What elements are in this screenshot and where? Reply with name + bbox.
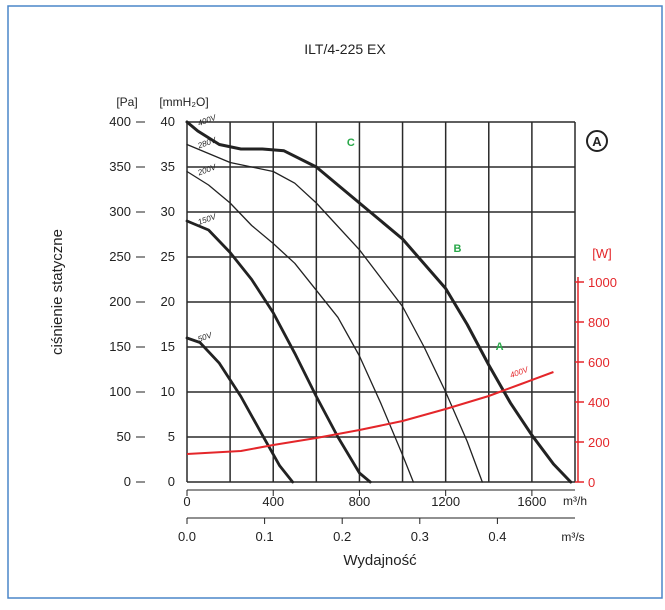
- x-tick-m3s-label: 0.2: [333, 529, 351, 544]
- y-tick-mmh2o-label: 35: [161, 159, 175, 174]
- badge-letter: A: [592, 134, 602, 149]
- x-unit-m3s: m³/s: [561, 530, 584, 544]
- y-tick-pa-label: 200: [109, 294, 131, 309]
- power-unit: [W]: [592, 246, 612, 261]
- curve-200v: [186, 170, 414, 483]
- y-tick-mmh2o-label: 40: [161, 114, 175, 129]
- power-tick-label: 400: [588, 395, 610, 410]
- operating-point-a: A: [496, 341, 504, 353]
- chart-title: ILT/4-225 EX: [304, 41, 386, 57]
- y-tick-pa-label: 50: [117, 429, 131, 444]
- plot-layer: 0501001502002503003504000510152025303540…: [109, 113, 617, 544]
- power-tick-label: 600: [588, 355, 610, 370]
- y-tick-mmh2o-label: 20: [161, 294, 175, 309]
- y-axis-label: ciśnienie statyczne: [49, 229, 66, 355]
- x-tick-m3h-label: 800: [349, 494, 371, 509]
- operating-point-c: C: [347, 137, 355, 149]
- x-tick-m3s-label: 0.3: [411, 529, 429, 544]
- y-tick-pa-label: 300: [109, 204, 131, 219]
- y-tick-mmh2o-label: 25: [161, 249, 175, 264]
- x-tick-m3s-label: 0.1: [256, 529, 274, 544]
- power-curve: [186, 371, 554, 455]
- operating-point-b: B: [454, 243, 462, 255]
- power-tick-label: 800: [588, 315, 610, 330]
- y-unit-pa: [Pa]: [116, 95, 137, 109]
- x-tick-m3h-label: 1600: [517, 494, 546, 509]
- curve-150v: [185, 219, 372, 484]
- y-tick-mmh2o-label: 30: [161, 204, 175, 219]
- badge-circle: [586, 130, 608, 152]
- power-tick-label: 0: [588, 475, 595, 490]
- y-tick-mmh2o-label: 5: [168, 429, 175, 444]
- power-tick-label: 1000: [588, 275, 617, 290]
- y-tick-pa-label: 350: [109, 159, 131, 174]
- x-tick-m3h-label: 400: [262, 494, 284, 509]
- x-tick-m3s-label: 0.0: [178, 529, 196, 544]
- x-tick-m3s-label: 0.4: [488, 529, 506, 544]
- y-tick-pa-label: 100: [109, 384, 131, 399]
- x-unit-m3h: m³/h: [563, 494, 587, 508]
- power-tick-label: 200: [588, 435, 610, 450]
- y-tick-pa-label: 0: [124, 474, 131, 489]
- y-tick-pa-label: 400: [109, 114, 131, 129]
- curve-400v: [185, 120, 573, 484]
- y-tick-mmh2o-label: 15: [161, 339, 175, 354]
- curve-50v: [185, 336, 295, 484]
- curve-280v: [186, 143, 483, 483]
- x-axis-label: Wydajność: [343, 552, 417, 569]
- y-tick-pa-label: 150: [109, 339, 131, 354]
- y-tick-mmh2o-label: 10: [161, 384, 175, 399]
- y-unit-mmh2o: [mmH₂O]: [159, 95, 208, 109]
- y-tick-mmh2o-label: 0: [168, 474, 175, 489]
- x-tick-m3h-label: 1200: [431, 494, 460, 509]
- y-tick-pa-label: 250: [109, 249, 131, 264]
- x-tick-m3h-label: 0: [183, 494, 190, 509]
